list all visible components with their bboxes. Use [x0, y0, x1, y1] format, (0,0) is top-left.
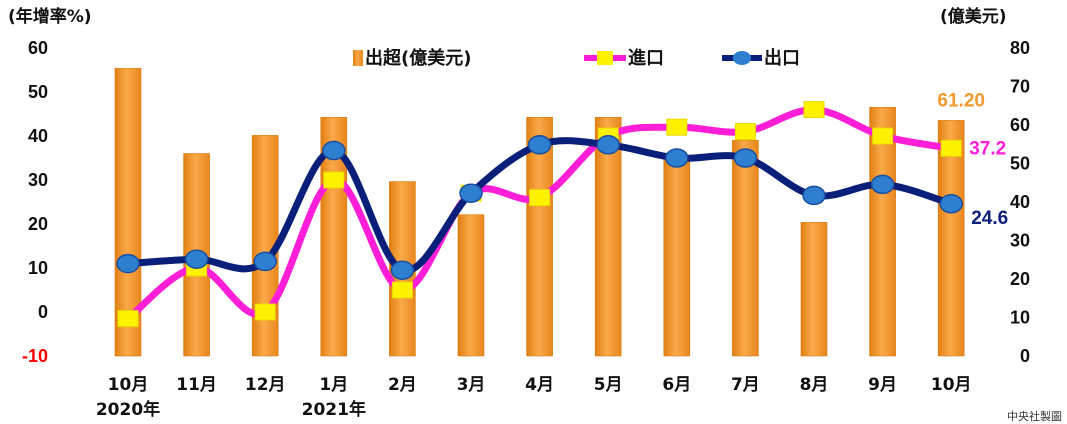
- export-marker-4: [390, 260, 415, 280]
- export-marker-10: [802, 185, 826, 206]
- export-marker-7: [596, 135, 620, 155]
- legend-swatch-import-marker: [597, 51, 613, 65]
- legend-swatch-bar: [353, 50, 363, 66]
- category-labels: 10月 11月 12月 1月 2月 3月 4月 5月 6月 7月 8月 9月 10月 2020年 2021年: [96, 375, 972, 420]
- bar-10: [800, 222, 828, 357]
- lines-group: [116, 101, 963, 328]
- bar-9: [732, 140, 759, 357]
- import-marker-12: [940, 139, 962, 157]
- left-tick-0: 60: [28, 38, 48, 58]
- category-label-8: 6月: [662, 375, 691, 395]
- year-label-0: 2020年: [96, 399, 160, 420]
- left-axis-unit: (年增率%): [8, 6, 92, 27]
- category-label-7: 5月: [594, 375, 623, 395]
- export-marker-1: [184, 249, 209, 269]
- right-tick-6: 20: [1010, 269, 1030, 289]
- category-label-9: 7月: [731, 375, 760, 395]
- import-marker-10: [803, 101, 825, 119]
- category-label-6: 4月: [525, 375, 554, 395]
- legend: 出超(億美元) 進口 出口: [353, 47, 800, 69]
- category-label-3: 1月: [319, 375, 348, 395]
- export-marker-8: [665, 148, 689, 168]
- bar-6: [526, 117, 553, 357]
- left-tick-1: 50: [28, 82, 48, 102]
- right-tick-3: 50: [1010, 154, 1030, 174]
- import-marker-11: [872, 127, 894, 145]
- bar-11: [869, 106, 896, 357]
- left-tick-7: -10: [22, 346, 48, 366]
- left-axis-ticks: 60 50 40 30 20 10 0 -10: [22, 38, 48, 366]
- right-tick-0: 80: [1010, 38, 1030, 58]
- import-marker-4: [391, 281, 413, 299]
- right-tick-1: 70: [1010, 77, 1030, 97]
- right-tick-2: 60: [1010, 115, 1030, 135]
- credit-text: 中央社製圖: [1007, 409, 1062, 423]
- left-tick-5: 10: [28, 258, 48, 278]
- category-label-10: 8月: [800, 375, 829, 395]
- bar-7: [594, 117, 622, 357]
- export-marker-6: [527, 135, 552, 155]
- right-axis-ticks: 80 70 60 50 40 30 20 10 0: [1010, 38, 1030, 366]
- right-tick-8: 0: [1020, 346, 1030, 366]
- bar-5: [457, 214, 485, 357]
- export-marker-11: [870, 174, 895, 195]
- left-tick-6: 0: [38, 302, 48, 322]
- import-marker-3: [323, 171, 345, 189]
- import-marker-2: [254, 303, 276, 321]
- year-label-1: 2021年: [302, 399, 366, 420]
- annotation-2: 24.6: [971, 208, 1008, 229]
- export-marker-0: [116, 253, 140, 274]
- category-label-5: 3月: [457, 375, 486, 395]
- annotation-1: 37.2: [969, 138, 1006, 159]
- import-marker-8: [666, 118, 688, 136]
- category-label-4: 2月: [388, 375, 417, 395]
- legend-swatch-export-marker: [733, 51, 751, 65]
- legend-label-export: 出口: [764, 47, 800, 69]
- bar-12: [937, 120, 965, 357]
- left-tick-2: 40: [28, 126, 48, 146]
- right-tick-4: 40: [1010, 192, 1030, 212]
- export-marker-5: [459, 183, 483, 203]
- import-marker-0: [117, 310, 139, 328]
- right-tick-7: 10: [1010, 308, 1030, 328]
- left-tick-4: 20: [28, 214, 48, 234]
- export-marker-3: [322, 140, 346, 161]
- legend-label-import: 進口: [628, 47, 664, 69]
- import-marker-9: [734, 123, 756, 141]
- legend-label-bar: 出超(億美元): [365, 47, 471, 69]
- annotations: 61.20 37.2 24.6: [937, 90, 1008, 228]
- category-label-1: 11月: [176, 375, 217, 395]
- export-marker-12: [939, 194, 963, 214]
- category-label-12: 10月: [931, 375, 972, 395]
- import-marker-6: [529, 189, 551, 207]
- right-tick-5: 30: [1010, 231, 1030, 251]
- right-axis-unit: (億美元): [940, 6, 1007, 27]
- category-label-0: 10月: [108, 375, 149, 395]
- export-marker-9: [733, 148, 758, 168]
- category-label-11: 9月: [868, 375, 897, 395]
- category-label-2: 12月: [245, 375, 286, 395]
- annotation-0: 61.20: [937, 90, 985, 111]
- bar-8: [663, 158, 691, 357]
- left-tick-3: 30: [28, 170, 48, 190]
- export-marker-2: [253, 251, 277, 272]
